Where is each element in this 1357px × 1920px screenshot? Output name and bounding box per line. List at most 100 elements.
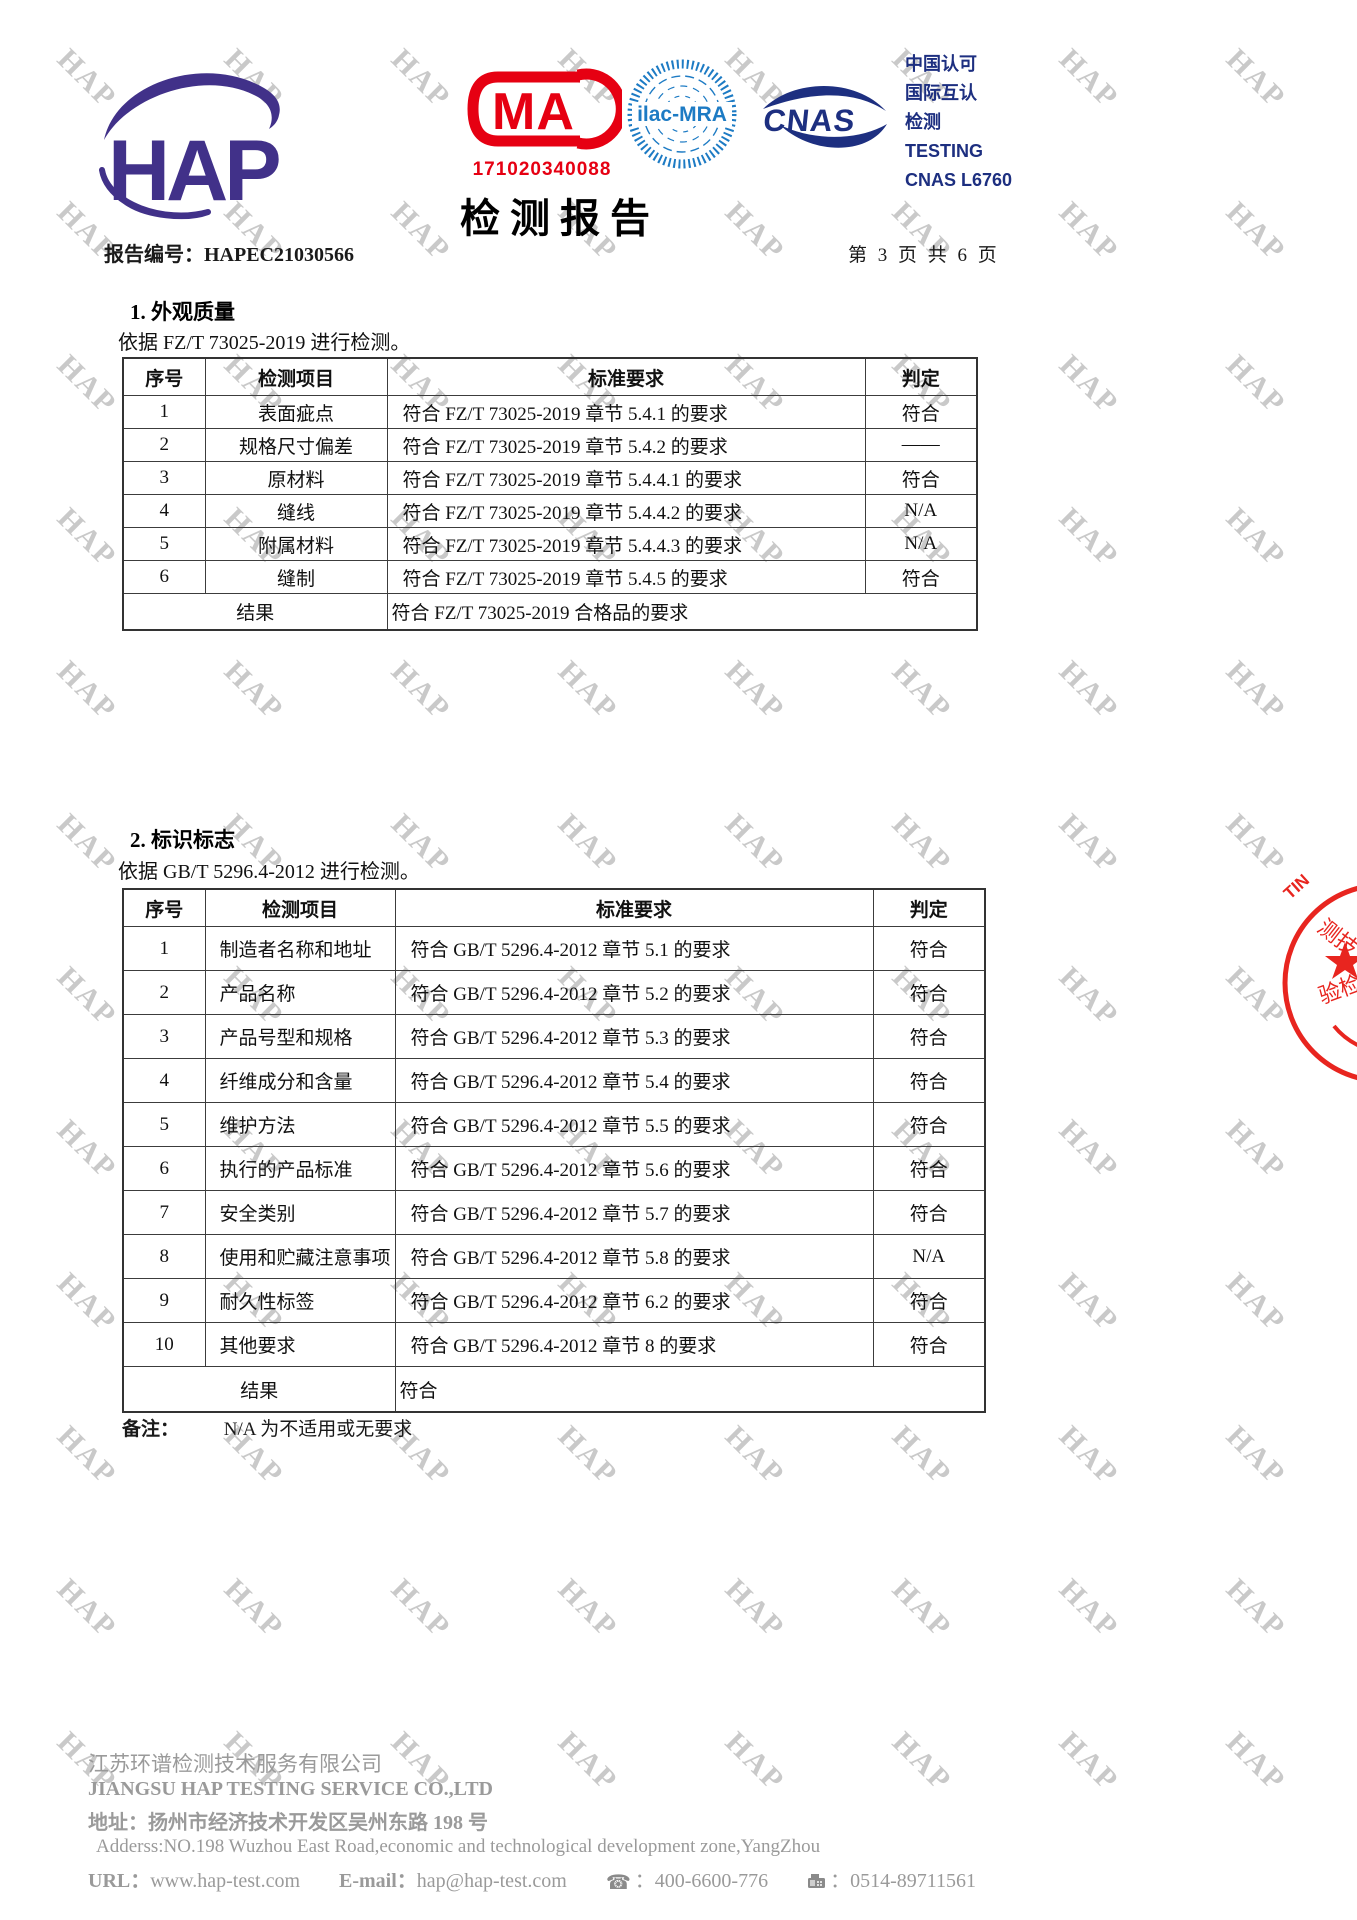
table-cell: 9 (122, 1278, 206, 1323)
result-value: 符合 FZ/T 73025-2019 合格品的要求 (386, 593, 978, 631)
hap-watermark: HAP (1219, 42, 1293, 115)
table-cell: 4 (122, 1058, 206, 1103)
hap-watermark: HAP (1219, 1266, 1293, 1339)
accreditation-text: 中国认可 国际互认 检测 TESTING CNAS L6760 (905, 50, 1012, 195)
table-header: 序号 检测项目 标准要求 判定 (122, 357, 978, 396)
section2-basis: 依据 GB/T 5296.4-2012 进行检测。 (118, 861, 420, 883)
ilac-label: ilac-MRA (637, 103, 727, 126)
table-row: 2 规格尺寸偏差 符合 FZ/T 73025-2019 章节 5.4.2 的要求 —— (122, 428, 978, 462)
table-cell: 纤维成分和含量 (204, 1058, 396, 1103)
hap-watermark: HAP (1052, 1572, 1126, 1645)
column-header: 标准要求 (386, 357, 866, 396)
table-cell: 符合 GB/T 5296.4-2012 章节 6.2 的要求 (394, 1278, 874, 1323)
table-cell: 7 (122, 1190, 206, 1235)
hap-watermark: HAP (384, 1572, 458, 1645)
table-row: 5 维护方法 符合 GB/T 5296.4-2012 章节 5.5 的要求 符合 (122, 1102, 986, 1147)
table-header-row: 序号 检测项目 标准要求 判定 (122, 888, 986, 927)
hap-watermark: HAP (551, 1725, 625, 1798)
table-row: 9 耐久性标签 符合 GB/T 5296.4-2012 章节 6.2 的要求 符合 (122, 1278, 986, 1323)
hap-watermark: HAP (217, 654, 291, 727)
hap-logo: HAP (86, 52, 291, 247)
cma-letters: MA (492, 83, 575, 141)
hap-watermark: HAP (718, 1419, 792, 1492)
section1-basis: 依据 FZ/T 73025-2019 进行检测。 (118, 332, 411, 354)
footer-company-cn: 江苏环谱检测技术服务有限公司 (88, 1752, 382, 1776)
table-cell: 符合 (872, 1102, 986, 1147)
hap-watermark: HAP (1052, 1113, 1126, 1186)
fax-value: 0514-89711561 (850, 1870, 977, 1892)
page-indicator: 第 3 页 共 6 页 (848, 245, 1000, 266)
result-label: 结果 (122, 593, 388, 631)
table-header: 序号 检测项目 标准要求 判定 (122, 888, 986, 927)
section2-heading: 2. 标识标志 (130, 828, 235, 852)
table-cell: 符合 FZ/T 73025-2019 章节 5.4.1 的要求 (386, 395, 866, 429)
table-body: 1 制造者名称和地址 符合 GB/T 5296.4-2012 章节 5.1 的要求符… (122, 926, 986, 1367)
table-cell: 6 (122, 560, 206, 594)
url-value: www.hap-test.com (150, 1870, 301, 1892)
hap-watermark: HAP (50, 1572, 124, 1645)
table-cell: 符合 (864, 461, 978, 495)
table-row: 4 纤维成分和含量 符合 GB/T 5296.4-2012 章节 5.4 的要求 符合 (122, 1058, 986, 1103)
cma-block: MA 171020340088 (462, 68, 627, 181)
table-cell: 2 (122, 970, 206, 1015)
table-cell: 3 (122, 461, 206, 495)
table-cell: 符合 (872, 1058, 986, 1103)
table-cell: 符合 GB/T 5296.4-2012 章节 5.5 的要求 (394, 1102, 874, 1147)
table-cell: 安全类别 (204, 1190, 396, 1235)
hap-watermark: HAP (50, 1113, 124, 1186)
column-header: 判定 (864, 357, 978, 396)
table-cell: 原材料 (204, 461, 388, 495)
hap-watermark: HAP (1052, 807, 1126, 880)
hap-watermark: HAP (551, 1419, 625, 1492)
hap-watermark: HAP (551, 654, 625, 727)
table-row: 1 制造者名称和地址 符合 GB/T 5296.4-2012 章节 5.1 的要求符… (122, 926, 986, 971)
stamp-star (1325, 942, 1357, 979)
column-header: 序号 (122, 357, 206, 396)
column-header: 检测项目 (204, 888, 396, 927)
table-cell: 其他要求 (204, 1322, 396, 1367)
table-row: 6 执行的产品标准 符合 GB/T 5296.4-2012 章节 5.6 的要求 符合 (122, 1146, 986, 1191)
svg-text:HAP: HAP (108, 123, 279, 219)
hap-watermark: HAP (551, 807, 625, 880)
table-cell: 1 (122, 926, 206, 971)
table-cell: 符合 FZ/T 73025-2019 章节 5.4.4.3 的要求 (386, 527, 866, 561)
table-row: 4 缝线 符合 FZ/T 73025-2019 章节 5.4.4.2 的要求 N/A (122, 494, 978, 528)
table-cell: N/A (872, 1234, 986, 1279)
table-cell: 使用和贮藏注意事项 (204, 1234, 396, 1279)
table-cell: 符合 GB/T 5296.4-2012 章节 8 的要求 (394, 1322, 874, 1367)
column-header: 检测项目 (204, 357, 388, 396)
hap-watermark: HAP (1219, 1572, 1293, 1645)
table-header-row: 序号 检测项目 标准要求 判定 (122, 357, 978, 396)
table-cell: 4 (122, 494, 206, 528)
hap-watermark: HAP (551, 1572, 625, 1645)
hap-watermark: HAP (50, 501, 124, 574)
remark-label: 备注： (122, 1419, 180, 1440)
ilac-mra-icon: ilac-MRA (626, 58, 738, 175)
table-cell: 符合 (872, 1014, 986, 1059)
hap-watermark: HAP (50, 348, 124, 421)
hap-watermark: HAP (50, 807, 124, 880)
table-cell: 产品名称 (204, 970, 396, 1015)
table-cell: 符合 (872, 1322, 986, 1367)
table-row: 6 缝制 符合 FZ/T 73025-2019 章节 5.4.5 的要求 符合 (122, 560, 978, 594)
table-cell: 1 (122, 395, 206, 429)
phone-icon: ☎ (605, 1870, 631, 1894)
cnas-icon: CNAS (760, 78, 888, 159)
table-cell: 制造者名称和地址 (204, 926, 396, 971)
table-cell: 规格尺寸偏差 (204, 428, 388, 462)
table-body: 1 表面疵点 符合 FZ/T 73025-2019 章节 5.4.1 的要求 符合 2 规… (122, 395, 978, 594)
table-row: 5 附属材料 符合 FZ/T 73025-2019 章节 5.4.4.3 的要求 N/… (122, 527, 978, 561)
table-cell: 8 (122, 1234, 206, 1279)
accr-line: 中国认可 (905, 54, 977, 74)
table-row: 8 使用和贮藏注意事项 符合 GB/T 5296.4-2012 章节 5.8 的要求… (122, 1234, 986, 1279)
email-label: E-mail： (339, 1870, 417, 1892)
phone-value: 400-6600-776 (654, 1870, 769, 1892)
cnas-label: CNAS (762, 103, 857, 138)
hap-watermark: HAP (1052, 1266, 1126, 1339)
hap-watermark: HAP (885, 1725, 959, 1798)
table-cell: 符合 GB/T 5296.4-2012 章节 5.6 的要求 (394, 1146, 874, 1191)
url-label: URL： (88, 1870, 151, 1892)
table-cell: —— (864, 428, 978, 462)
result-value: 符合 (394, 1366, 986, 1413)
